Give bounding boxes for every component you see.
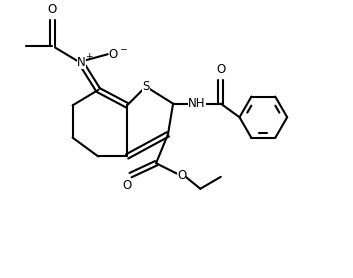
Text: O: O: [177, 169, 186, 182]
Text: O: O: [109, 48, 118, 61]
Text: N: N: [77, 56, 85, 69]
Text: O: O: [48, 3, 57, 16]
Text: NH: NH: [188, 97, 206, 110]
Text: −: −: [119, 44, 126, 53]
Text: S: S: [142, 80, 150, 93]
Text: +: +: [85, 52, 92, 61]
Text: O: O: [216, 63, 226, 76]
Text: O: O: [122, 179, 132, 192]
